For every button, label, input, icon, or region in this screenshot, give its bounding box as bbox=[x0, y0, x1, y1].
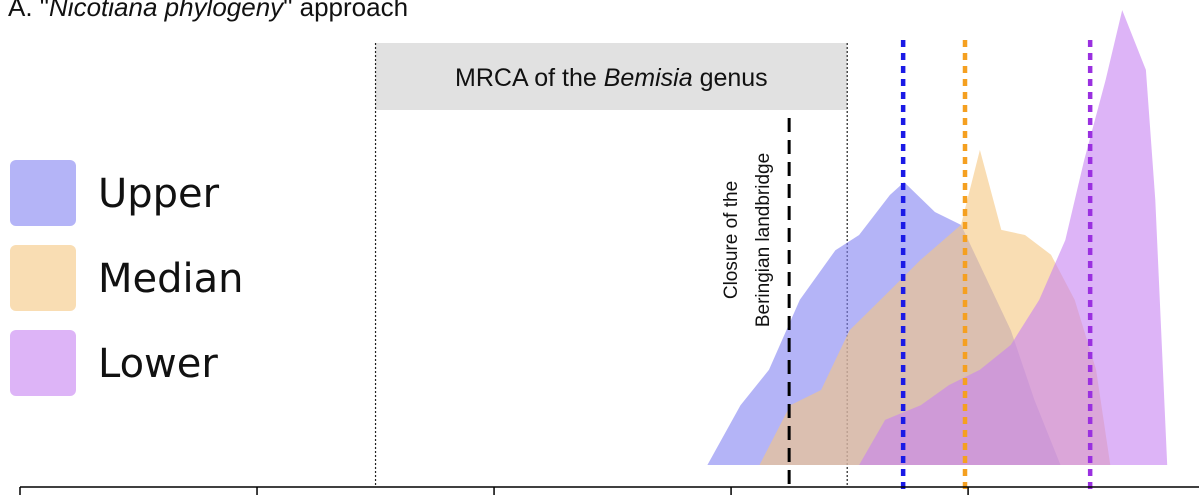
legend-swatch bbox=[10, 245, 76, 311]
mrca-label-part: genus bbox=[693, 64, 768, 92]
chart-title: A. "Nicotiana phylogeny" approach bbox=[8, 0, 408, 22]
title-part: " approach bbox=[283, 0, 408, 22]
mrca-label-part: Bemisia bbox=[604, 64, 693, 92]
beringia-label: Closure of the bbox=[721, 181, 742, 299]
title-part: Nicotiana phylogeny bbox=[49, 0, 285, 22]
beringia-label: Beringian landbridge bbox=[753, 153, 774, 327]
mrca-label-part: MRCA of the bbox=[455, 64, 604, 92]
mrca-label: MRCA of the Bemisia genus bbox=[455, 64, 768, 92]
legend-swatch bbox=[10, 160, 76, 226]
title-part: A. " bbox=[8, 0, 49, 22]
legend-label: Lower bbox=[98, 341, 218, 387]
legend-swatch bbox=[10, 330, 76, 396]
legend-label: Median bbox=[98, 256, 244, 302]
mrca-box bbox=[375, 43, 848, 110]
density-area bbox=[859, 10, 1168, 465]
legend-label: Upper bbox=[98, 171, 220, 217]
